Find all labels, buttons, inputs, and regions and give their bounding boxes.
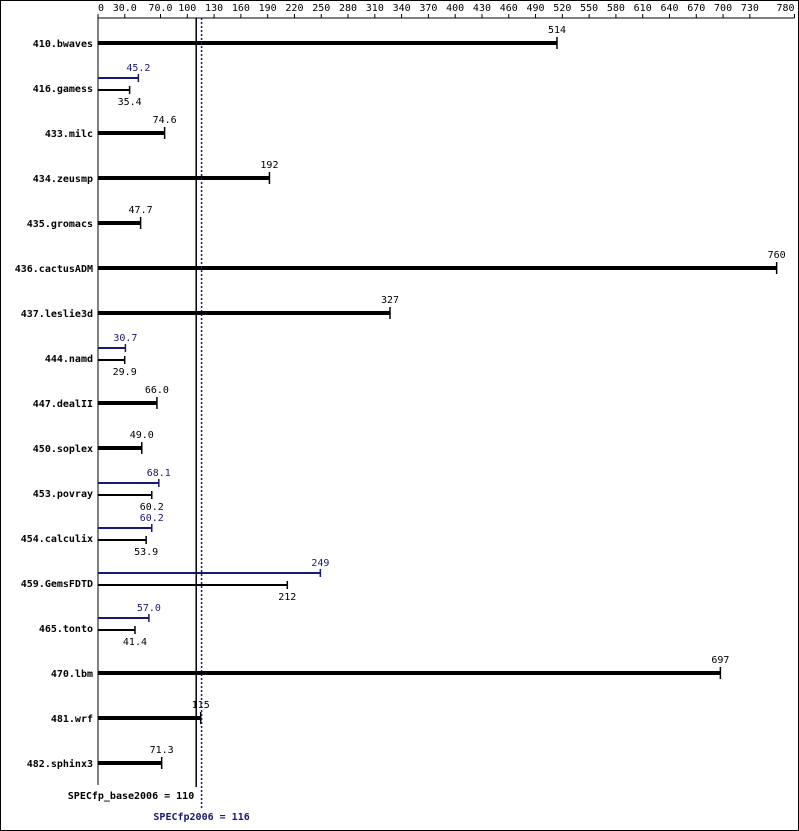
value-label: 41.4 [123, 637, 147, 648]
bar [98, 176, 270, 180]
reference-label: SPECfp_base2006 = 110 [68, 791, 194, 802]
x-tick-label: 30.0 [113, 3, 137, 14]
value-label: 66.0 [145, 385, 169, 396]
x-tick-label: 780 [776, 3, 794, 14]
value-label: 212 [278, 592, 296, 603]
category-label: 450.soplex [33, 444, 93, 455]
bar [98, 221, 141, 225]
x-tick-label: 430 [473, 3, 491, 14]
base-bar [98, 359, 125, 361]
category-label: 444.namd [45, 354, 93, 365]
category-label: 434.zeusmp [33, 174, 93, 185]
value-label: 115 [192, 700, 210, 711]
value-label: 30.7 [113, 333, 137, 344]
value-label: 60.2 [140, 513, 164, 524]
x-tick-label: 160 [232, 3, 250, 14]
x-tick-label: 220 [285, 3, 303, 14]
value-label: 68.1 [147, 468, 171, 479]
value-label: 74.6 [153, 115, 177, 126]
category-label: 447.dealII [33, 399, 93, 410]
peak-bar [98, 347, 126, 349]
value-label: 60.2 [140, 502, 164, 513]
value-label: 514 [548, 25, 566, 36]
category-label: 465.tonto [39, 624, 93, 635]
peak-bar [98, 572, 321, 574]
category-label: 459.GemsFDTD [21, 579, 93, 590]
value-label: 53.9 [134, 547, 158, 558]
category-label: 435.gromacs [27, 219, 93, 230]
x-tick-label: 280 [339, 3, 357, 14]
peak-bar [98, 482, 159, 484]
x-tick-label: 550 [580, 3, 598, 14]
base-bar [98, 629, 135, 631]
category-label: 470.lbm [51, 669, 93, 680]
peak-bar [98, 527, 152, 529]
category-label: 454.calculix [21, 533, 93, 545]
x-tick-label: 610 [634, 3, 652, 14]
peak-bar [98, 617, 149, 619]
x-tick-label: 0 [98, 3, 104, 14]
value-label: 192 [260, 160, 278, 171]
value-label: 49.0 [130, 430, 154, 441]
category-label: 436.cactusADM [15, 264, 93, 275]
category-label: 481.wrf [51, 714, 93, 725]
x-tick-label: 100 [178, 3, 196, 14]
x-tick-label: 730 [741, 3, 759, 14]
bar [98, 41, 557, 45]
category-label: 482.sphinx3 [27, 758, 93, 770]
x-tick-label: 640 [660, 3, 678, 14]
base-bar [98, 539, 147, 541]
bar [98, 311, 390, 315]
value-label: 45.2 [126, 63, 150, 74]
value-label: 35.4 [118, 97, 142, 108]
value-label: 760 [768, 250, 786, 261]
x-tick-label: 400 [446, 3, 464, 14]
value-label: 327 [381, 295, 399, 306]
bar [98, 266, 777, 270]
x-tick-label: 250 [312, 3, 330, 14]
bar [98, 716, 201, 720]
x-tick-label: 190 [259, 3, 277, 14]
x-tick-label: 580 [607, 3, 625, 14]
bar [98, 131, 165, 135]
x-tick-label: 490 [527, 3, 545, 14]
x-tick-label: 310 [366, 3, 384, 14]
value-label: 29.9 [113, 367, 137, 378]
category-label: 410.bwaves [33, 39, 93, 50]
value-label: 249 [311, 558, 329, 569]
base-bar [98, 584, 288, 586]
x-tick-label: 460 [500, 3, 518, 14]
base-bar [98, 89, 130, 91]
peak-bar [98, 77, 139, 79]
value-label: 57.0 [137, 603, 161, 614]
reference-label: SPECfp2006 = 116 [153, 812, 249, 823]
bar [98, 446, 142, 450]
x-tick-label: 370 [419, 3, 437, 14]
category-label: 453.povray [33, 489, 93, 500]
bar [98, 671, 721, 675]
value-label: 47.7 [129, 205, 153, 216]
x-tick-label: 340 [393, 3, 411, 14]
x-tick-label: 670 [687, 3, 705, 14]
value-label: 71.3 [150, 745, 174, 756]
x-tick-label: 70.0 [148, 3, 172, 14]
category-label: 416.gamess [33, 84, 93, 95]
base-bar [98, 494, 152, 496]
x-tick-label: 700 [714, 3, 732, 14]
bar [98, 761, 162, 765]
value-label: 697 [711, 655, 729, 666]
x-tick-label: 520 [553, 3, 571, 14]
category-label: 433.milc [45, 128, 93, 140]
category-label: 437.leslie3d [21, 308, 93, 320]
bar [98, 401, 157, 405]
x-tick-label: 130 [205, 3, 223, 14]
